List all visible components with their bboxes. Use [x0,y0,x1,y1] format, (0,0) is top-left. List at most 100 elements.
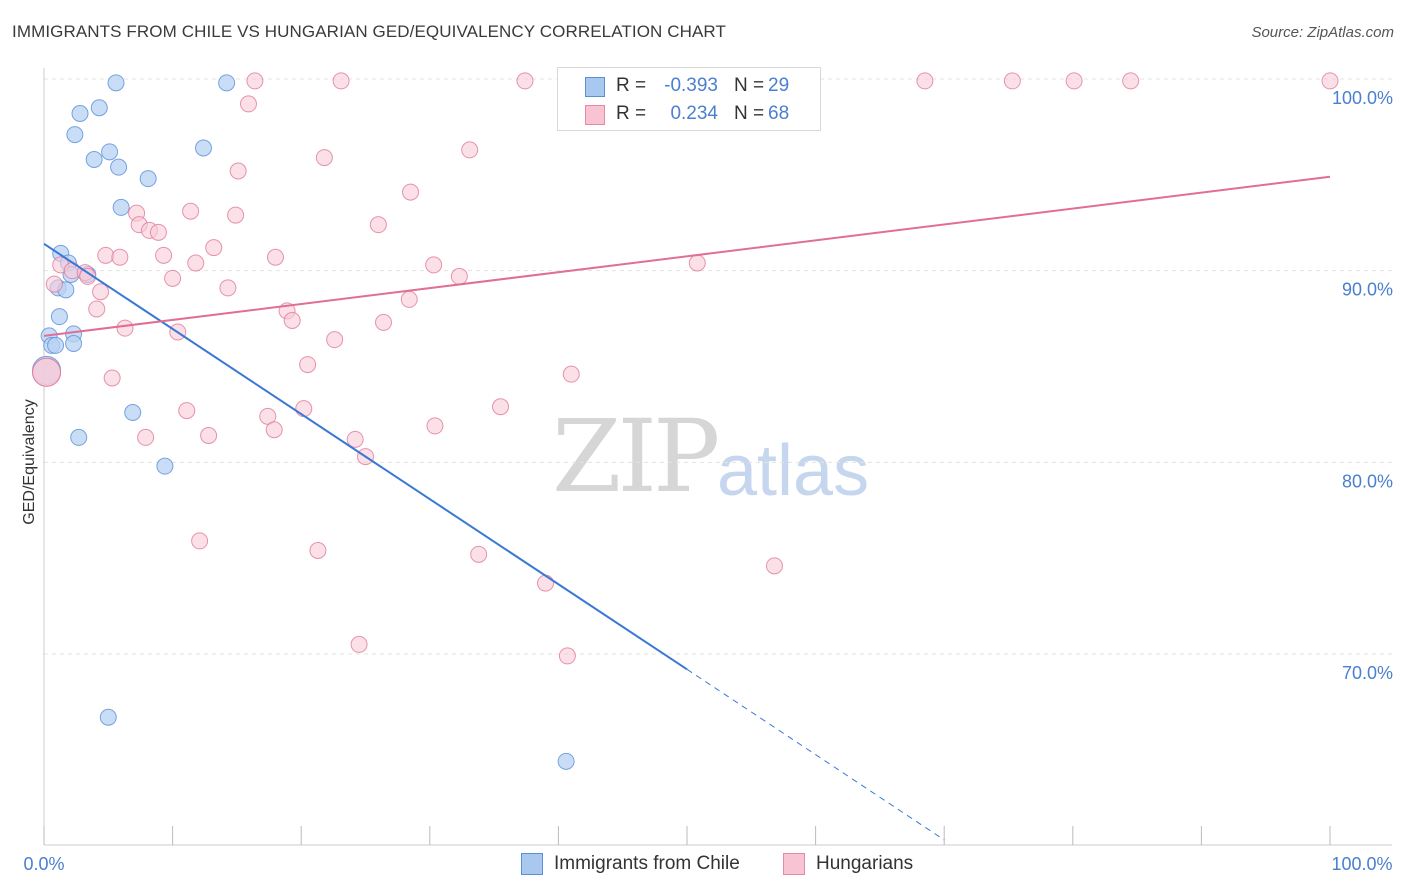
hungarian-point [562,365,580,383]
chile-point [110,158,128,176]
hungarian-point [916,72,934,90]
legend-row-hungarians: R = 0.234 N = 68 [558,100,820,128]
hungarian-point [45,275,63,293]
y-tick-label: 100.0% [1332,88,1393,108]
hungarian-point [315,149,333,167]
hungarian-point [332,72,350,90]
chile-point [50,308,68,326]
hungarian-point [765,557,783,575]
hungarian-point [32,357,62,387]
hungarian-point [470,545,488,563]
hungarian-point [295,400,313,418]
chile-trend-extension [686,668,945,841]
chile-point [85,151,103,168]
hungarian-point [246,72,264,90]
hungarian-point [239,95,257,113]
hungarian-point [265,421,283,439]
hungarian-point [79,267,97,285]
bottom-legend-swatch-chile [521,853,543,875]
hungarian-point [266,248,284,266]
hungarian-trend-line [43,175,1331,337]
chile-point [156,457,174,475]
hungarian-point [299,356,317,374]
x-tick-label: 100.0% [1331,854,1392,874]
hungarian-point [326,331,344,349]
chile-point [101,143,119,161]
hungarian-point [425,256,443,274]
hungarian-point [92,283,110,301]
hungarian-point [116,319,134,337]
hungarian-point [164,269,182,287]
hungarian-point [155,246,173,264]
hungarian-point [88,300,106,318]
chile-point [71,105,89,122]
hungarian-point [283,312,301,329]
hungarian-point [400,290,418,308]
hungarian-point [688,254,706,272]
legend-n-label: N = [734,103,765,124]
chart-title: IMMIGRANTS FROM CHILE VS HUNGARIAN GED/E… [12,22,726,41]
hungarian-point [103,369,121,387]
hungarian-point [426,417,444,435]
x-tick-label: 0.0% [23,854,64,874]
chile-point [194,139,212,157]
legend-n-value: 29 [768,75,790,96]
y-tick-label: 70.0% [1342,663,1393,683]
bottom-legend-label-hungarians: Hungarians [816,853,914,874]
hungarian-point [200,427,218,444]
source-label: Source: ZipAtlas.com [1251,24,1394,41]
hungarian-point [516,72,534,90]
legend-n-label: N = [734,75,765,96]
hungarian-point [1122,72,1140,90]
chile-point [107,74,125,92]
bottom-legend-label-chile: Immigrants from Chile [554,853,740,874]
chile-point [124,404,142,421]
hungarian-point [227,206,245,224]
chile-point [65,335,83,352]
chile-point [99,708,117,726]
hungarian-point [219,279,237,297]
hungarian-point [1321,72,1339,90]
legend-swatch-hungarians [585,105,605,125]
legend-r-label: R = [616,75,647,96]
chile-point [112,198,130,216]
chile-point [90,99,108,117]
hungarian-point [205,239,223,257]
hungarian-point [149,223,167,241]
hungarian-point [375,313,393,331]
legend-r-label: R = [616,103,647,124]
hungarian-point [137,428,155,446]
hungarian-point [492,398,510,416]
chile-point [218,74,236,92]
watermark-atlas: atlas [717,431,870,511]
hungarian-point [111,248,129,266]
hungarian-point [229,162,247,180]
legend-swatch-chile [585,77,605,97]
chile-point [557,752,575,770]
hungarian-point [1003,72,1021,90]
hungarian-point [1065,72,1083,90]
hungarian-point [346,430,364,448]
legend-r-value: 0.234 [670,103,718,124]
legend-n-value: 68 [768,103,790,124]
hungarian-point [461,141,479,159]
legend-row-chile: R = -0.393 N = 29 [558,72,820,100]
hungarian-point [182,202,200,220]
bottom-legend-swatch-hungarians [783,853,805,875]
chile-point [139,170,157,188]
chile-point [70,428,88,446]
hungarian-point [191,532,209,550]
y-tick-label: 90.0% [1342,280,1393,300]
legend-r-value: -0.393 [664,75,718,96]
y-tick-label: 80.0% [1342,471,1393,491]
stats-legend: R = -0.393 N = 29 R = 0.234 N = 68 [557,67,821,131]
hungarian-point [537,574,555,592]
chile-point [47,336,65,354]
hungarian-point [558,647,576,665]
hungarian-point [402,183,420,201]
hungarian-point [450,267,468,285]
hungarian-point [369,216,387,234]
chile-trend-line [43,242,688,671]
watermark-zip: ZIP [552,398,720,515]
